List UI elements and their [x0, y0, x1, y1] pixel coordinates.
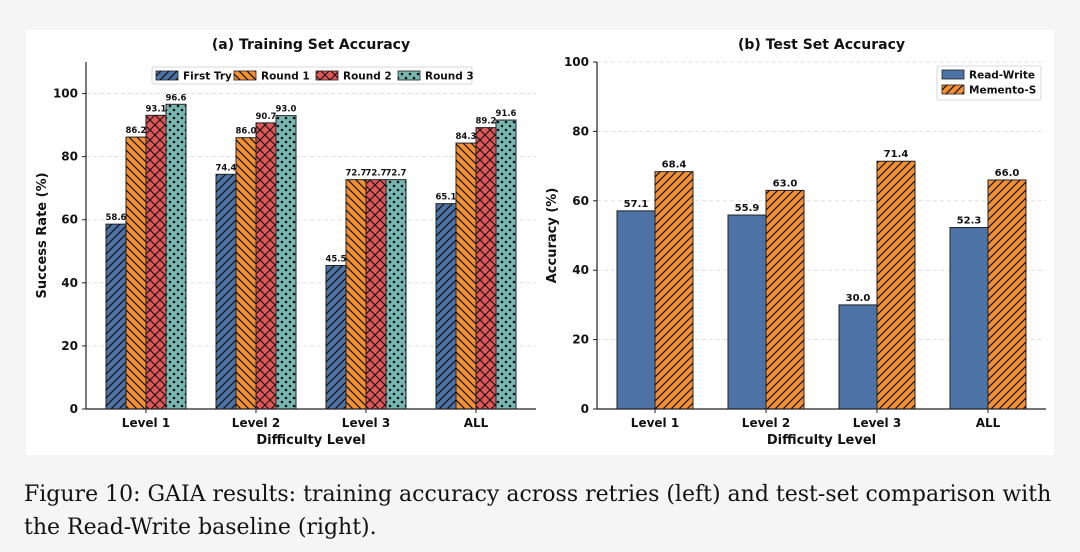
data-label: 90.7 — [256, 112, 277, 122]
data-label: 72.7 — [346, 169, 367, 179]
y-tick-label: 100 — [564, 55, 589, 69]
bar-round-2-all-hatch — [476, 127, 496, 409]
data-label: 68.4 — [662, 160, 687, 171]
y-tick-label: 20 — [572, 333, 589, 347]
bar-first-try-level-1-hatch — [106, 224, 126, 409]
legend-swatch-hatch-round-2 — [316, 71, 338, 80]
legend-swatch-hatch-round-1 — [234, 71, 256, 80]
bar-round-1-level-3-hatch — [346, 179, 366, 409]
chart-title: (b) Test Set Accuracy — [738, 37, 905, 53]
data-label: 74.4 — [216, 163, 237, 173]
data-label: 30.0 — [846, 293, 871, 304]
y-tick-label: 20 — [61, 339, 78, 353]
data-label: 93.1 — [146, 104, 167, 114]
bar-first-try-level-2-hatch — [216, 174, 236, 409]
data-label: 66.0 — [995, 168, 1020, 179]
y-tick-label: 60 — [572, 194, 589, 208]
x-tick-label: Level 3 — [853, 416, 901, 430]
y-axis-label: Success Rate (%) — [35, 172, 50, 298]
x-axis-label: Difficulty Level — [767, 433, 876, 448]
legend-label-round-3: Round 3 — [425, 71, 474, 83]
data-label: 93.0 — [276, 105, 297, 115]
bar-read-write-level-1 — [616, 210, 656, 410]
x-tick-label: Level 1 — [631, 416, 679, 430]
bar-round-2-level-1-hatch — [146, 115, 166, 409]
y-tick-label: 100 — [53, 87, 78, 101]
legend-label-round-2: Round 2 — [343, 71, 392, 83]
bar-round-2-level-3-hatch — [366, 179, 386, 409]
x-tick-label: ALL — [976, 416, 1001, 430]
bar-memento-s-level-2-hatch — [766, 190, 804, 409]
data-label: 52.3 — [957, 216, 982, 227]
figure-caption: Figure 10: GAIA results: training accura… — [24, 482, 1052, 540]
legend-box — [151, 66, 473, 85]
bar-round-3-level-2-hatch — [276, 115, 296, 410]
data-label: 89.2 — [476, 117, 497, 127]
data-label: 84.3 — [456, 132, 477, 142]
bar-round-1-level-2-hatch — [236, 137, 256, 409]
y-tick-label: 0 — [581, 402, 589, 416]
y-tick-label: 60 — [61, 213, 78, 227]
legend-label-round-1: Round 1 — [261, 71, 310, 83]
legend-label-read-write: Read-Write — [969, 70, 1035, 82]
x-tick-label: Level 2 — [232, 416, 280, 430]
data-label: 65.1 — [436, 193, 457, 203]
bar-round-3-all-hatch — [496, 120, 516, 409]
bar-round-1-all-hatch — [456, 143, 476, 409]
legend-swatch-hatch-first-try — [156, 71, 178, 80]
legend-label-memento-s: Memento-S — [969, 85, 1036, 97]
x-tick-label: ALL — [464, 416, 489, 430]
data-label: 45.5 — [326, 254, 347, 264]
x-axis-label: Difficulty Level — [256, 433, 365, 448]
bar-round-1-level-1-hatch — [126, 137, 146, 409]
legend-swatch-read-write — [941, 69, 965, 80]
bar-round-2-level-2-hatch — [256, 122, 276, 410]
data-label: 72.7 — [386, 169, 407, 179]
y-tick-label: 40 — [61, 276, 78, 290]
bar-round-3-level-1-hatch — [166, 104, 186, 410]
y-tick-label: 80 — [61, 150, 78, 164]
legend-swatch-hatch-memento-s — [942, 85, 964, 94]
data-label: 72.7 — [366, 169, 387, 179]
bar-round-3-level-3-hatch — [386, 179, 406, 409]
y-tick-label: 80 — [572, 124, 589, 138]
bar-read-write-level-2 — [727, 214, 767, 410]
data-label: 91.6 — [496, 109, 517, 119]
x-tick-label: Level 3 — [342, 416, 390, 430]
legend: Read-Write Memento-S — [936, 65, 1042, 101]
data-label: 86.0 — [236, 127, 257, 137]
bar-memento-s-all-hatch — [988, 179, 1026, 409]
data-label: 55.9 — [735, 203, 760, 214]
training-accuracy-chart: 58.6 74.4 45.5 65.1 86.2 86.0 72.7 84.3 93.1 90.7… — [35, 37, 536, 448]
data-label: 71.4 — [884, 149, 909, 160]
bar-first-try-level-3-hatch — [326, 265, 346, 409]
bar-memento-s-level-1-hatch — [655, 171, 693, 409]
bar-first-try-all-hatch — [436, 203, 456, 409]
y-tick-label: 0 — [70, 402, 78, 416]
data-label: 96.6 — [166, 93, 187, 103]
x-tick-label: Level 1 — [122, 416, 170, 430]
data-label: 86.2 — [126, 126, 147, 136]
bar-read-write-all — [949, 227, 989, 410]
bar-memento-s-level-3-hatch — [877, 161, 915, 409]
legend-label-first-try: First Try — [183, 71, 232, 83]
data-label: 58.6 — [106, 213, 127, 223]
test-accuracy-chart: 57.1 55.9 30.0 52.3 68.4 63.0 71.4 66.0 0 20 40 60 8… — [545, 37, 1046, 448]
y-axis-label: Accuracy (%) — [545, 188, 560, 284]
y-tick-label: 40 — [572, 263, 589, 277]
legend-swatch-hatch-round-3 — [398, 71, 420, 80]
x-tick-label: Level 2 — [742, 416, 790, 430]
bar-read-write-level-3 — [838, 304, 878, 410]
legend: First Try Round 1 Round 2 Round 3 — [151, 66, 474, 85]
data-label: 63.0 — [773, 178, 798, 189]
data-label: 57.1 — [624, 199, 649, 210]
chart-title: (a) Training Set Accuracy — [212, 37, 410, 53]
